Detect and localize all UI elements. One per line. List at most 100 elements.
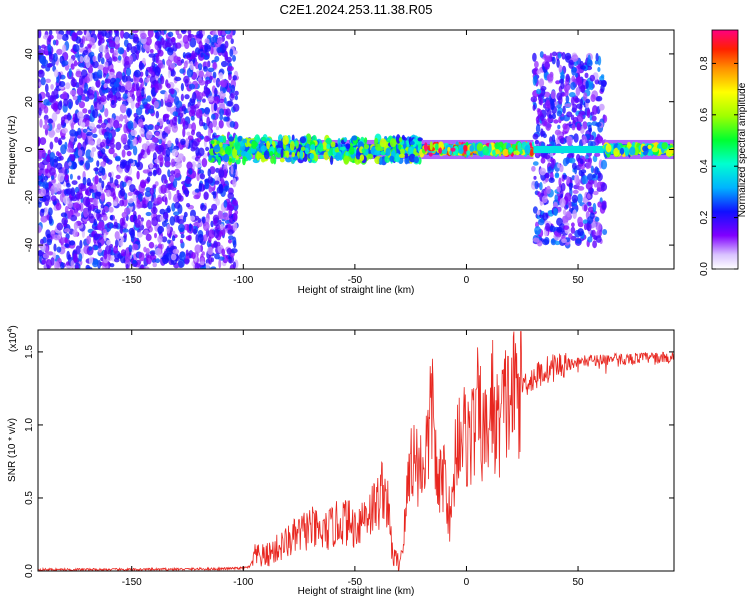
spectrogram-cell [40,238,44,245]
spectrogram-cell [77,192,84,200]
spectrogram-cell [89,37,96,46]
spectrogram-cell [202,217,206,224]
spectrogram-cell [600,159,608,170]
spectrogram-cell [191,140,198,150]
spectrogram-cell [263,150,270,160]
spectrogram-cell [98,177,102,184]
spectrogram-cell [121,181,127,188]
spectrogram-cell [56,151,60,157]
spectrogram-cell [44,118,48,125]
spectrogram-cell [53,52,58,62]
spectrogram-cell [553,119,559,124]
spectrogram-cell [205,146,210,152]
spectrogram-cell [571,54,579,62]
spectrogram-cell [69,129,77,137]
spectrogram-cell [70,78,78,87]
spectrogram-cell [45,168,49,174]
spectrogram-cell [582,121,588,129]
spectrogram-cell [64,141,68,150]
spectrogram-cell [218,169,225,178]
spectrogram-cell [160,37,165,46]
spectrogram-cell [103,72,107,78]
colorbar-tick-label: 0.8 [699,56,710,70]
spectrogram-cell [187,30,192,35]
spectrogram-region [208,133,423,166]
spectrogram-cell [199,173,205,180]
spectrogram-cell [68,161,72,167]
spectrogram-cell [232,103,240,112]
colorbar: 0.0 0.2 0.4 0.6 0.8 Normalized spectral ampl… [699,29,748,276]
spectrogram-cell [124,207,131,215]
spectrogram-cell [57,182,62,192]
spectrogram-cell [138,136,142,144]
spectrogram-cell [120,133,128,144]
spectrogram-cell [157,225,165,234]
spectrogram-cell [198,118,204,127]
spectrogram-cell [539,51,544,58]
spectrogram-cell [50,84,54,90]
spectrogram-cell [229,48,234,57]
spectrogram-cell [64,228,71,233]
spectrogram-cell [112,56,118,62]
spectrogram-cell [40,77,46,86]
spectrogram-cell [232,75,237,81]
spectrogram-cell [389,155,395,162]
spectrogram-cell [548,114,553,119]
colorbar-tick-label: 0.4 [699,159,710,173]
spectrogram-cell [571,75,575,82]
spectrogram-band [533,145,605,154]
spectrogram-cell [572,103,578,113]
spectrogram-cell [123,232,128,239]
spectrogram-cell [172,230,176,237]
spectrogram-cell [310,144,316,151]
spectrogram-cell [404,156,409,165]
spectrogram-cell [38,30,42,39]
spectrogram-cell [125,264,129,269]
spectrogram-cell [170,158,175,168]
spectrogram-cell [48,54,53,63]
spectrogram-cell [152,262,157,268]
spectrogram-cell [76,86,84,96]
spectrogram-cell [224,51,229,60]
spectrogram-cell [158,144,164,153]
spectrogram-cell [182,127,186,138]
spectrogram-cell [299,149,304,159]
spectrogram-cell [193,222,198,227]
spectrogram-cell [556,186,561,193]
spectrogram-cell [48,30,53,36]
spectrogram-cell [234,90,239,96]
spectrogram-cell [138,152,143,160]
spectrogram-cell [164,91,168,101]
spectrogram-cell [76,30,83,36]
spectrogram-cell [590,94,596,103]
spectrogram-cell [88,93,95,100]
spectrogram-cell [550,159,555,170]
spectrogram-cell [149,143,154,150]
spectrogram-cell [374,150,381,156]
spectrogram-cell [115,141,122,151]
spectrogram-cell [141,143,148,151]
spectrogram-cell [102,214,108,221]
spectrogram-cell [223,116,228,122]
snr-y-ticks: 0.0 0.5 1.0 1.5 [24,345,674,578]
spectrogram-cell [93,167,100,172]
spectrogram-cell [571,67,578,73]
spectrogram-cell [96,101,104,111]
spectrogram-cell [571,96,575,106]
spectrogram-cell [469,145,475,152]
spectrogram-cell [97,64,105,71]
spectrogram-cell [170,69,176,77]
spectrogram-cell [177,115,181,125]
spectrogram-cell [494,142,501,150]
spectrogram-cell [98,166,104,174]
spectrogram-cell [130,78,134,83]
spectrogram-cell [81,122,86,127]
spectrogram-cell [99,141,106,148]
spectrogram-cell [400,148,405,155]
spectrogram-cell [38,137,41,147]
spectrogram-cell [551,56,556,65]
spectrogram-cell [554,173,560,179]
spectrogram-cell [114,36,120,45]
spectrogram-cell [234,141,241,151]
spectrogram-cell [458,147,464,154]
